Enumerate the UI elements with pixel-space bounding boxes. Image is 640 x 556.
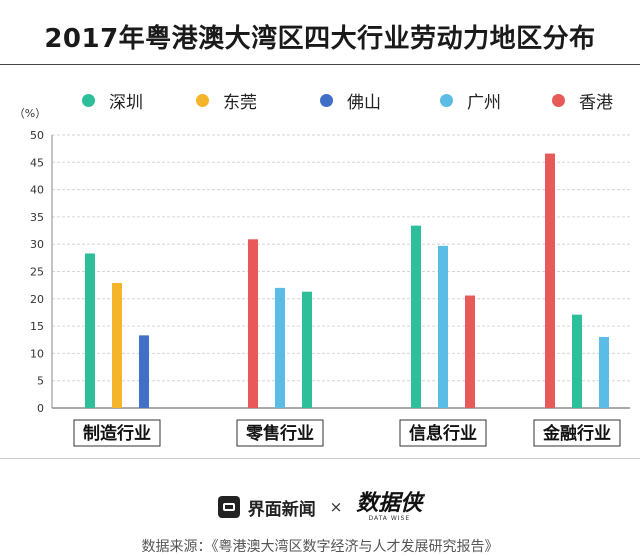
category-label-box — [236, 419, 324, 447]
legend-item-shenzhen: 深圳 — [82, 86, 143, 114]
legend-swatch-guangzhou — [440, 93, 453, 107]
category-label: 金融行业 — [542, 423, 611, 444]
bar-foshan-1 — [139, 335, 149, 408]
footer-brands: 界面新闻 × 数据侠 DATA WISE — [0, 490, 640, 524]
bar-hongkong-4 — [545, 153, 555, 408]
legend-swatch-shenzhen — [82, 93, 95, 107]
category-label-box — [73, 419, 161, 447]
footer-divider — [0, 458, 640, 459]
datawise-brand-text: 数据侠 — [356, 490, 423, 516]
bar-guangzhou-2 — [275, 287, 285, 408]
y-tick-label: 50 — [30, 129, 44, 142]
category-label: 零售行业 — [245, 423, 314, 444]
bar-shenzhen-1 — [85, 253, 95, 408]
legend-label-guangzhou: 广州 — [467, 92, 501, 113]
bar-dongguan-1 — [112, 282, 122, 408]
y-tick-label: 15 — [30, 320, 44, 333]
legend-label-shenzhen: 深圳 — [109, 92, 143, 113]
bar-hongkong-2 — [248, 239, 258, 408]
data-source: 数据来源：《粤港澳大湾区数字经济与人才发展研究报告》 — [141, 539, 499, 555]
jiemian-logo: 界面新闻 — [217, 495, 316, 520]
y-tick-label: 25 — [30, 266, 44, 279]
y-tick-label: 0 — [37, 402, 44, 415]
bar-shenzhen-3 — [411, 225, 421, 408]
bar-guangzhou-3 — [438, 245, 448, 408]
y-tick-label: 5 — [37, 375, 44, 388]
chart-title: 2017年粤港澳大湾区四大行业劳动力地区分布 — [44, 24, 596, 54]
times-sign: × — [329, 498, 343, 516]
y-tick-label: 10 — [30, 347, 44, 360]
jiemian-icon — [217, 496, 240, 518]
bar-hongkong-3 — [465, 295, 475, 408]
legend-item-foshan: 佛山 — [320, 86, 381, 114]
legend-label-dongguan: 东莞 — [223, 92, 257, 113]
category-label-box — [533, 419, 621, 447]
datawise-subtitle: DATA WISE — [368, 514, 411, 522]
legend-label-foshan: 佛山 — [347, 92, 381, 113]
y-tick-label: 40 — [30, 184, 44, 197]
bar-shenzhen-4 — [572, 314, 582, 408]
legend-item-dongguan: 东莞 — [196, 86, 257, 114]
y-tick-label: 45 — [30, 156, 44, 169]
y-tick-label: 35 — [30, 211, 44, 224]
y-axis-unit-label: （%） — [14, 107, 46, 120]
y-tick-label: 30 — [30, 238, 44, 251]
legend-swatch-dongguan — [196, 93, 209, 107]
legend-item-hongkong: 香港 — [552, 86, 613, 114]
bar-shenzhen-2 — [302, 291, 312, 408]
bar-guangzhou-4 — [599, 337, 609, 408]
title-divider — [0, 64, 640, 65]
legend: 深圳 东莞 佛山 广州 香港 — [0, 86, 640, 114]
datawise-logo: 数据侠 DATA WISE — [356, 490, 423, 522]
category-label-box — [399, 419, 487, 447]
bar-chart: （%） 0 5 10 15 20 25 30 35 40 45 50 制造行业 零售行业 信息行业 金融行业 — [14, 107, 630, 447]
y-tick-label: 20 — [30, 293, 44, 306]
category-label: 制造行业 — [83, 423, 151, 444]
category-label: 信息行业 — [409, 423, 477, 444]
jiemian-brand-text: 界面新闻 — [247, 499, 316, 520]
legend-label-hongkong: 香港 — [579, 92, 613, 113]
legend-swatch-foshan — [320, 93, 333, 107]
legend-swatch-hongkong — [552, 93, 565, 107]
legend-item-guangzhou: 广州 — [440, 86, 501, 114]
